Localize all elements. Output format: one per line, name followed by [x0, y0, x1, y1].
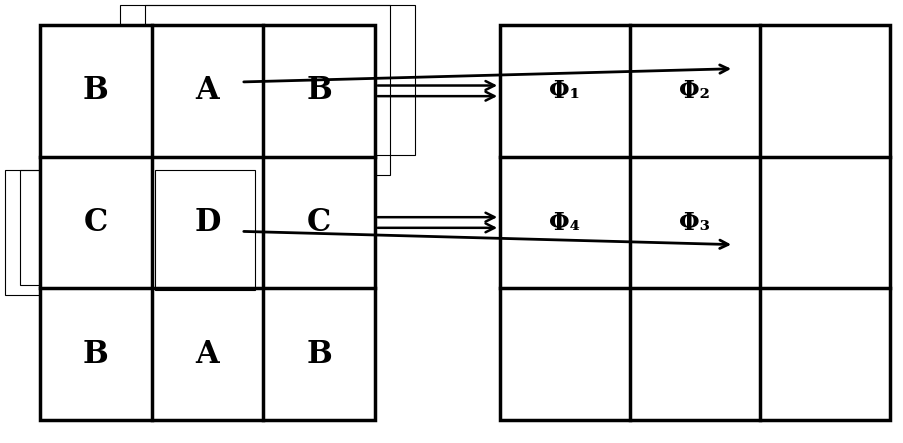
- Text: Φ₄: Φ₄: [549, 210, 580, 234]
- Bar: [5, 170, 314, 295]
- Bar: [20, 170, 330, 285]
- Text: B: B: [306, 338, 331, 369]
- Text: D: D: [194, 207, 220, 238]
- Text: B: B: [306, 75, 331, 106]
- Bar: [499, 25, 889, 420]
- Text: Φ₃: Φ₃: [679, 210, 710, 234]
- Text: Φ₁: Φ₁: [549, 79, 580, 103]
- Bar: [120, 5, 389, 175]
- Text: C: C: [84, 207, 107, 238]
- Bar: [154, 170, 255, 290]
- Text: C: C: [307, 207, 330, 238]
- Text: Φ₂: Φ₂: [679, 79, 710, 103]
- Bar: [40, 25, 375, 420]
- Text: A: A: [195, 75, 219, 106]
- Text: B: B: [83, 338, 108, 369]
- Bar: [144, 5, 414, 155]
- Text: A: A: [195, 338, 219, 369]
- Text: B: B: [83, 75, 108, 106]
